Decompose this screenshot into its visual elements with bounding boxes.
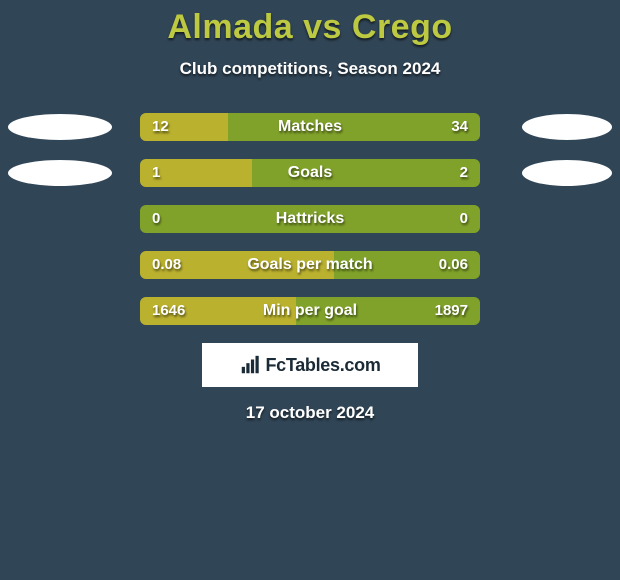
player-avatar-left [8,160,112,186]
page-title: Almada vs Crego [0,0,620,47]
bar-chart-icon [239,354,261,376]
stat-bar-track: 0.080.06Goals per match [140,251,480,279]
stat-label: Hattricks [140,205,480,233]
stat-bar-track: 1234Matches [140,113,480,141]
stat-bar-track: 12Goals [140,159,480,187]
stat-row: 12Goals [0,159,620,187]
stat-value-right: 0 [448,205,480,233]
brand-badge: FcTables.com [202,343,418,387]
player-avatar-right [522,114,612,140]
brand-text: FcTables.com [265,355,380,376]
stat-row: 1234Matches [0,113,620,141]
stat-value-right: 0.06 [427,251,480,279]
comparison-chart: 1234Matches 12Goals 0 0Hattricks 0.080.06Goa… [0,113,620,325]
stat-bar-track: 16461897Min per goal [140,297,480,325]
stat-value-left: 0 [140,205,172,233]
player-avatar-right [522,160,612,186]
player-avatar-left [8,114,112,140]
subtitle: Club competitions, Season 2024 [0,59,620,79]
stat-value-right: 1897 [423,297,480,325]
page-background: Almada vs Crego Club competitions, Seaso… [0,0,620,580]
stat-bar-fill [140,113,228,141]
stat-row: 0.080.06Goals per match [0,251,620,279]
stat-bar-fill [140,251,334,279]
stat-row: 0 0Hattricks [0,205,620,233]
stat-value-right: 2 [448,159,480,187]
stat-value-right: 34 [439,113,480,141]
stat-bar-track: 0 0Hattricks [140,205,480,233]
stat-bar-fill [140,297,296,325]
stat-row: 16461897Min per goal [0,297,620,325]
stat-bar-fill [140,159,252,187]
date-label: 17 october 2024 [0,403,620,423]
